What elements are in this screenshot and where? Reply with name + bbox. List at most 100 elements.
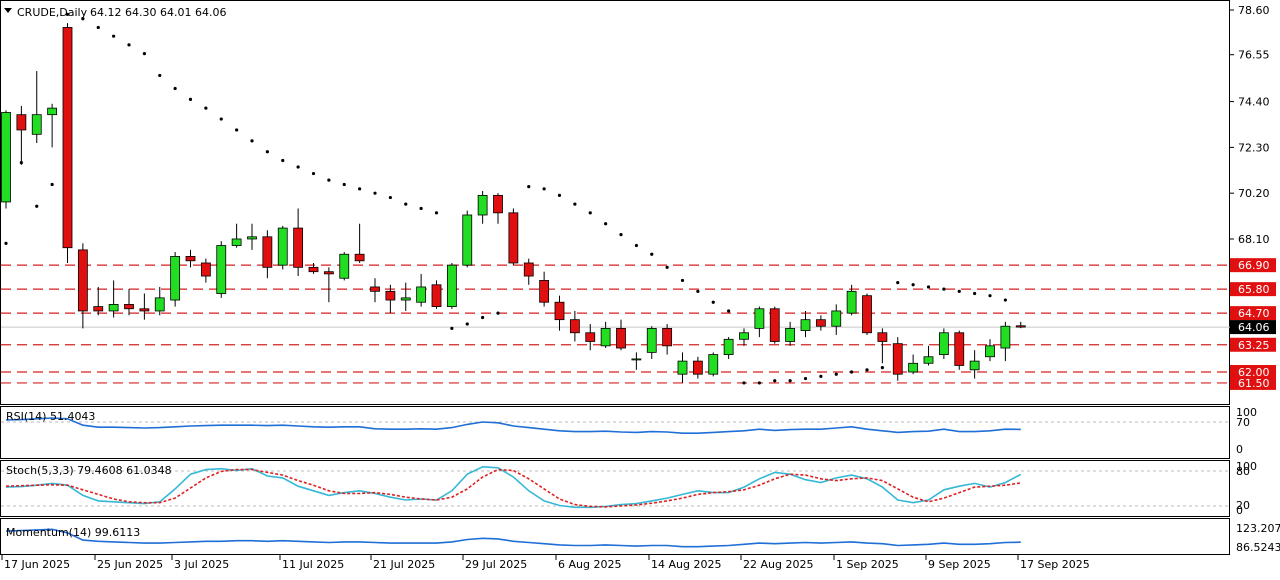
sar-dot (880, 366, 884, 370)
sar-dot (419, 206, 423, 211)
sar-dot (988, 294, 992, 298)
level-price-box (1230, 375, 1276, 390)
time-tick-label: 21 Jul 2025 (373, 558, 435, 571)
sar-dot (680, 278, 685, 283)
candle-down (185, 256, 196, 262)
time-tick-label: 29 Jul 2025 (465, 558, 527, 571)
sar-dot (65, 12, 70, 16)
sar-dot (696, 289, 700, 293)
level-price-box (1230, 306, 1276, 321)
candle-up (170, 256, 181, 301)
current-price-label: 64.06 (1238, 321, 1270, 334)
sar-dot (173, 86, 177, 91)
candle-down (493, 194, 503, 214)
sar-dot (373, 191, 377, 195)
time-tick-label: 17 Jun 2025 (4, 558, 70, 571)
sar-dot (942, 287, 946, 291)
stoch-label: Stoch(5,3,3) 79.4608 61.0348 (6, 464, 172, 477)
candle-down (662, 327, 673, 347)
candle-down (308, 266, 319, 273)
level-price-label: 64.70 (1238, 307, 1270, 320)
candle-up (108, 304, 119, 312)
candle-up (800, 319, 811, 331)
time-tick-label: 11 Jul 2025 (282, 558, 344, 571)
candle-up (277, 227, 288, 266)
momentum-line (5, 528, 1021, 548)
candle-down (692, 360, 703, 375)
stoch-tick-label: 0 (1236, 504, 1243, 517)
sar-dot (358, 187, 362, 191)
time-tick-label: 25 Jun 2025 (97, 558, 163, 571)
main-panel-frame (0, 0, 1230, 405)
sar-dot (604, 222, 608, 226)
candle-down (385, 290, 396, 301)
sar-dot (235, 128, 239, 132)
sar-dot (35, 204, 39, 208)
sar-dot (281, 158, 285, 163)
candle-down (769, 308, 780, 342)
time-tick-label: 3 Jul 2025 (174, 558, 229, 571)
sar-dot (788, 379, 792, 383)
candle-up (708, 354, 719, 375)
candle-up (400, 297, 411, 301)
candle-down (892, 343, 903, 375)
sar-dot (127, 43, 131, 47)
sar-dot (81, 17, 85, 21)
candle-up (416, 286, 427, 303)
candle-down (585, 332, 596, 342)
candle-up (938, 332, 949, 355)
candle-down (293, 227, 304, 268)
candle-up (646, 327, 657, 353)
candle-down (508, 212, 519, 264)
sar-dot (112, 34, 116, 38)
candle-up (1000, 325, 1011, 349)
stoch-panel-frame (0, 460, 1230, 517)
sar-dot (865, 368, 869, 372)
sar-dot (650, 252, 654, 256)
dropdown-triangle-icon[interactable] (4, 8, 12, 13)
price-axis: 78.60 76.55 74.40 72.30 70.20 68.10 (1230, 4, 1270, 246)
candle-down (62, 27, 73, 249)
sar-dot (296, 165, 300, 169)
sar-dot (803, 376, 808, 381)
time-tick-label: 9 Sep 2025 (928, 558, 991, 571)
candle-down (1015, 325, 1026, 328)
candle-up (446, 264, 457, 307)
sar-dot (481, 315, 485, 320)
sar-dot (4, 241, 8, 245)
time-tick-label: 6 Aug 2025 (558, 558, 621, 571)
price-tick-label: 72.30 (1238, 141, 1270, 154)
sar-dot (957, 289, 961, 293)
candle-down (124, 304, 134, 310)
level-price-label: 63.25 (1238, 339, 1270, 352)
sar-dot (588, 211, 592, 215)
time-tick-label: 22 Aug 2025 (743, 558, 813, 571)
sar-dot (450, 326, 454, 330)
candle-down (431, 284, 442, 307)
time-tick-label: 1 Sep 2025 (836, 558, 899, 571)
stoch-tick-label: 80 (1236, 465, 1250, 478)
candle-down (862, 295, 872, 334)
rsi-panel-frame (0, 406, 1230, 459)
candle-up (831, 310, 842, 327)
sar-dot (557, 193, 562, 197)
sar-dot (50, 182, 54, 187)
time-axis: 17 Jun 2025 25 Jun 2025 3 Jul 2025 11 Jul 2… (1, 555, 1090, 571)
candle-up (754, 308, 765, 329)
indicator-lines (5, 417, 1022, 548)
candle-up (47, 107, 58, 116)
sar-dot (142, 52, 146, 56)
rsi-tick-label: 0 (1236, 443, 1243, 456)
candle-down (954, 332, 965, 366)
symbol-label: CRUDE,Daily (17, 6, 88, 19)
candle-down (354, 253, 365, 262)
candle-up (1, 112, 11, 203)
candle-down (370, 286, 380, 292)
candle-up (339, 253, 350, 279)
level-price-label: 65.80 (1238, 283, 1270, 296)
sar-dot (573, 202, 577, 206)
time-tick-label: 17 Sep 2025 (1020, 558, 1090, 571)
